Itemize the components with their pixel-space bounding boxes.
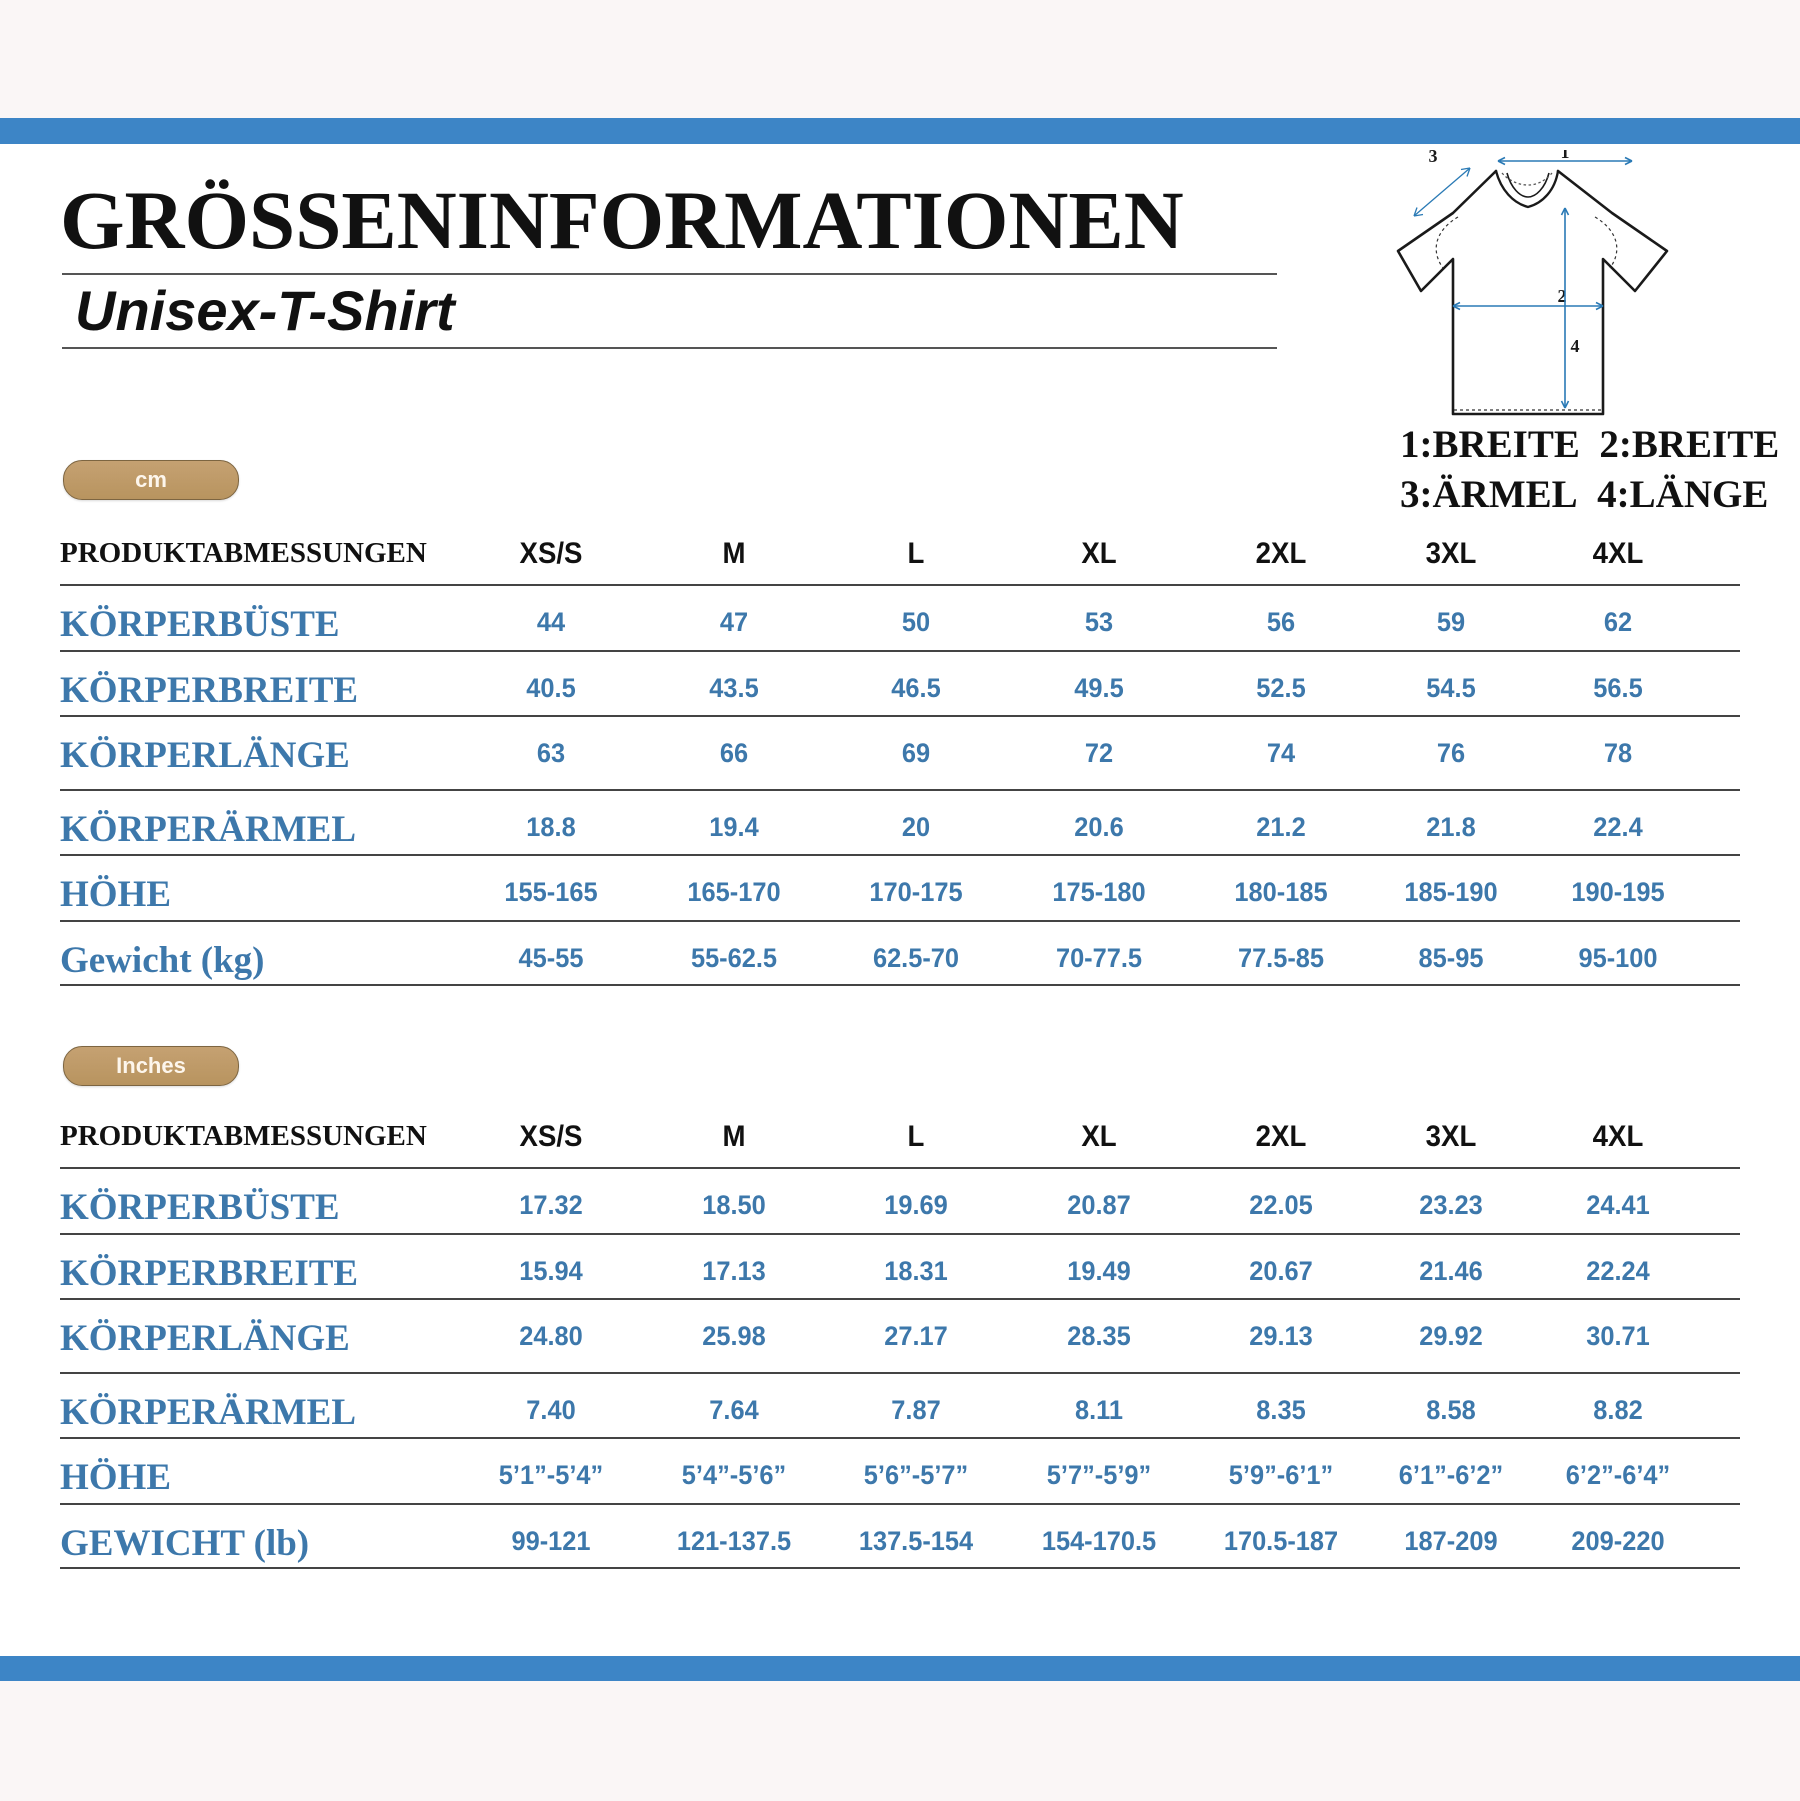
svg-text:4: 4: [1571, 336, 1580, 356]
svg-text:3: 3: [1429, 150, 1438, 166]
svg-text:1: 1: [1561, 150, 1570, 162]
